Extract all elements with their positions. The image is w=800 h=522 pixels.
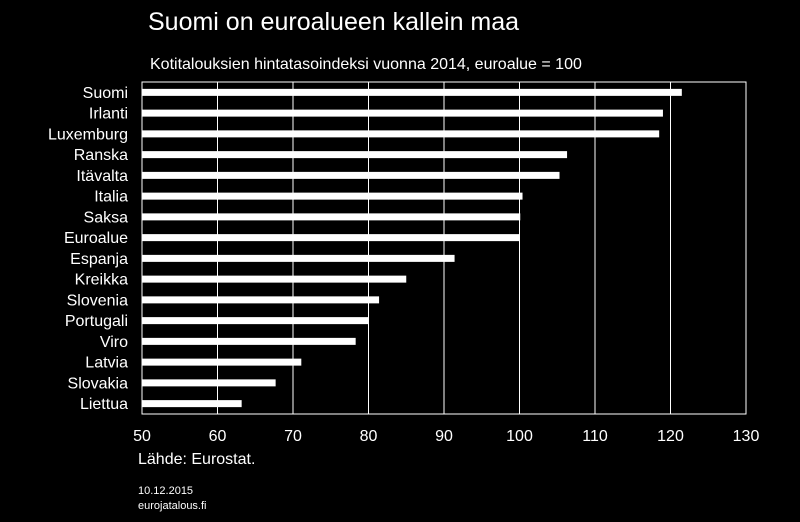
bar: [142, 275, 407, 283]
bars: [142, 88, 682, 408]
category-label: Liettua: [80, 396, 128, 413]
category-label: Slovakia: [68, 375, 129, 392]
bar: [142, 88, 682, 96]
category-label: Espanja: [70, 251, 128, 268]
plot-area-frame: [141, 81, 747, 415]
category-label: Saksa: [84, 209, 129, 226]
x-tick-label: 80: [360, 428, 378, 445]
bar: [142, 109, 663, 117]
category-label: Latvia: [85, 355, 128, 372]
category-label: Portugali: [65, 313, 128, 330]
category-label: Slovenia: [67, 292, 128, 309]
x-tick-label: 70: [284, 428, 302, 445]
bar: [142, 151, 568, 159]
bar: [142, 358, 302, 366]
category-label: Euroalue: [64, 230, 128, 247]
bar: [142, 130, 660, 138]
category-label: Kreikka: [75, 272, 128, 289]
chart-subtitle: Kotitalouksien hintatasoindeksi vuonna 2…: [150, 56, 582, 73]
x-tick-label: 50: [133, 428, 151, 445]
x-tick-label: 60: [209, 428, 227, 445]
publication-date: 10.12.2015: [138, 485, 194, 497]
bar: [142, 317, 369, 325]
x-tick-label: 90: [435, 428, 453, 445]
category-label: Irlanti: [89, 106, 128, 123]
category-labels: Suomi Irlanti Luxemburg Ranska Itävalta Itali…: [48, 85, 128, 413]
category-label: Itävalta: [76, 168, 128, 185]
category-label: Italia: [94, 189, 128, 206]
category-label: Viro: [100, 334, 128, 351]
bar: [142, 234, 520, 242]
bar: [142, 296, 380, 304]
category-label: Luxemburg: [48, 126, 128, 143]
x-tick-label: 110: [582, 428, 608, 445]
x-tick-label: 120: [657, 428, 684, 445]
bar: [142, 171, 560, 179]
chart-title: Suomi on euroalueen kallein maa: [148, 8, 520, 36]
x-tick-label: 100: [506, 428, 533, 445]
source-note: Lähde: Eurostat.: [138, 451, 256, 468]
bar: [142, 337, 356, 345]
x-tick-label: 130: [733, 428, 760, 445]
bar: [142, 400, 242, 408]
website-credit: eurojatalous.fi: [138, 500, 207, 512]
bar: [142, 213, 521, 221]
category-label: Suomi: [83, 85, 128, 102]
bar: [142, 254, 455, 262]
category-label: Ranska: [74, 147, 128, 164]
bar: [142, 379, 276, 387]
bar: [142, 192, 523, 200]
x-tick-labels: 50 60 70 80 90 100 110 120 130: [133, 428, 759, 445]
